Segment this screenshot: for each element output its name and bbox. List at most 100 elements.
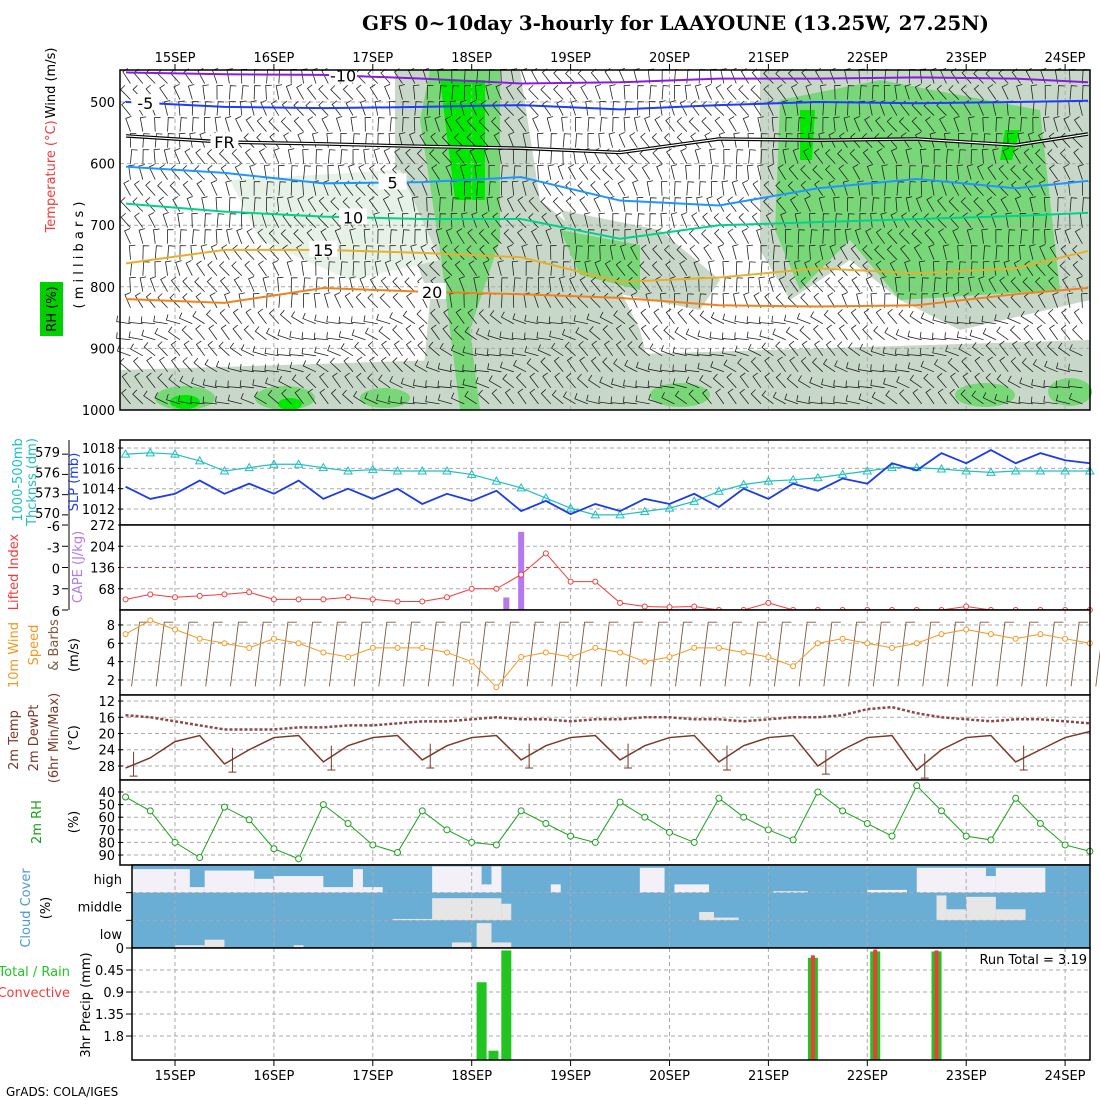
- wind-barb: [414, 359, 428, 373]
- wind-barb: [684, 364, 700, 373]
- wind-barb: [434, 115, 441, 132]
- wind-barb: [884, 293, 891, 308]
- data-point: [244, 462, 255, 472]
- wind-barb: [684, 276, 691, 292]
- run-total: Run Total = 3.19: [979, 953, 1087, 968]
- wind-barb: [427, 621, 446, 687]
- wind-barb: [339, 245, 346, 260]
- data-point: [369, 596, 376, 603]
- wind-barb: [552, 197, 564, 212]
- wind-barb: [624, 359, 638, 373]
- wind-barb: [130, 343, 144, 357]
- wind-barb: [796, 313, 811, 325]
- wind-barb: [450, 212, 458, 228]
- wind-barb: [908, 181, 917, 196]
- wind-barb: [715, 388, 725, 405]
- wind-barb: [694, 84, 702, 100]
- wind-barb: [542, 372, 552, 389]
- cloud-block: [639, 867, 665, 893]
- wind-barb: [321, 116, 329, 132]
- wind-barb: [239, 180, 247, 196]
- wind-barb: [982, 328, 997, 341]
- isotherm-line: [125, 99, 1089, 111]
- wind-barb: [650, 621, 668, 687]
- data-point: [122, 631, 129, 638]
- wind-barb: [789, 276, 799, 292]
- wind-barb: [722, 347, 737, 357]
- wind-barb: [170, 276, 181, 292]
- wind-barb: [1036, 324, 1046, 341]
- cloud-level-label: low: [100, 928, 123, 943]
- wind-barb: [186, 196, 193, 212]
- wind-barb: [352, 245, 360, 260]
- tick-label: 1018: [82, 442, 115, 457]
- wind-barb: [551, 621, 569, 687]
- wind-barb: [535, 244, 543, 260]
- wind-barb: [231, 261, 243, 276]
- tick-label: 70: [98, 824, 115, 839]
- wind-barb: [747, 277, 755, 292]
- wind-barb: [649, 85, 657, 100]
- wind-barb: [454, 260, 465, 276]
- wind-barb: [801, 340, 811, 357]
- wind-barb: [599, 117, 608, 132]
- wind-barb: [685, 196, 693, 212]
- wind-barb: [615, 340, 626, 357]
- wind-barb: [467, 308, 477, 325]
- cloud-block: [714, 917, 739, 921]
- wind-barb: [462, 364, 477, 373]
- wind-barb: [318, 196, 329, 212]
- wind-barb: [828, 132, 836, 148]
- wind-barb: [636, 85, 644, 100]
- wind-barb: [162, 212, 169, 228]
- wind-barb: [616, 292, 626, 308]
- wind-barb: [232, 308, 243, 324]
- wind-barb: [175, 260, 182, 276]
- data-point: [1062, 635, 1069, 642]
- wind-barb: [674, 181, 682, 196]
- top-date-labels: 15SEP 16SEP 17SEP 18SEP 19SEP 20SEP 21SEP 22SEP…: [155, 51, 1086, 66]
- wind-barb: [599, 245, 606, 260]
- wind-barb: [493, 132, 502, 148]
- wind-barb: [305, 101, 317, 116]
- wind-barb: [775, 373, 787, 389]
- wind-barb: [439, 85, 447, 100]
- wind-barb: [537, 344, 551, 357]
- wind-barb: [848, 621, 866, 687]
- wind-barb: [728, 116, 737, 132]
- panel-bg: [120, 780, 1090, 865]
- wind-barb: [983, 245, 991, 260]
- data-point: [394, 849, 402, 857]
- wind-barb: [499, 331, 514, 341]
- wind-barb: [405, 324, 416, 341]
- wind-barb: [182, 277, 193, 292]
- wind-barb: [377, 117, 385, 132]
- wind-barb: [920, 181, 928, 196]
- wind-barb: [857, 363, 873, 373]
- wind-barb: [455, 148, 465, 164]
- wind-barb: [1073, 116, 1083, 132]
- tick-label: 90: [98, 849, 115, 864]
- wind-barb: [379, 293, 391, 309]
- wind-barb: [296, 84, 304, 100]
- wind-barb: [624, 101, 633, 116]
- wind-barb: [969, 316, 984, 325]
- wind-barb: [1043, 395, 1058, 405]
- wind-barb: [138, 164, 145, 180]
- wind-barb: [615, 260, 626, 276]
- wind-barb: [1076, 276, 1083, 292]
- wind-barb: [1053, 180, 1060, 196]
- wind-barb: [328, 621, 347, 687]
- tick-label: 1.35: [95, 1008, 124, 1023]
- wind-barb: [763, 197, 774, 212]
- wind-barb: [944, 315, 959, 325]
- wind-barb: [699, 621, 718, 687]
- wind-barb: [464, 326, 477, 341]
- wind-barb: [844, 228, 852, 244]
- wind-barb: [130, 149, 138, 164]
- wind-barb: [739, 372, 749, 389]
- wind-barb: [690, 132, 700, 148]
- wind-barb: [1077, 164, 1084, 180]
- wind-barb: [364, 245, 373, 260]
